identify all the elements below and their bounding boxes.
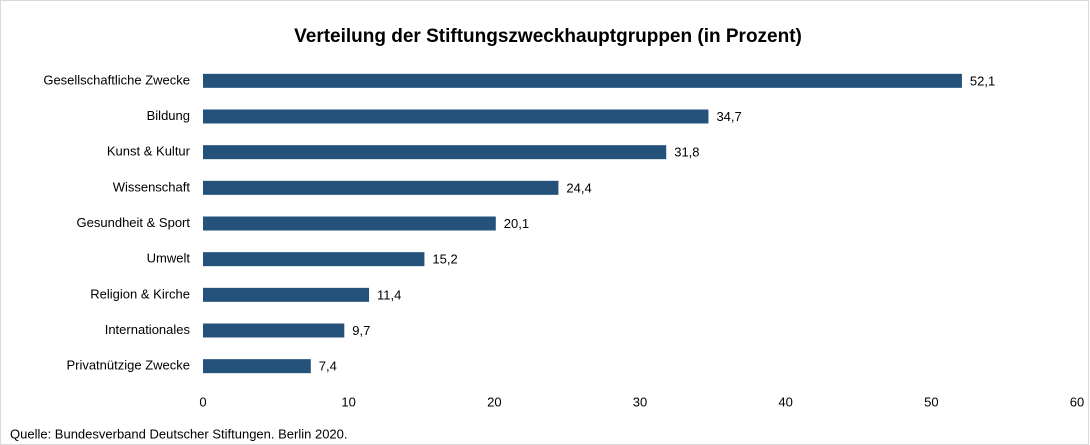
x-tick-label: 10	[341, 394, 355, 409]
value-label: 9,7	[352, 323, 370, 338]
y-tick-label: Internationales	[105, 322, 191, 337]
value-label: 7,4	[319, 359, 337, 374]
y-tick-label: Wissenschaft	[113, 179, 191, 194]
value-label: 52,1	[970, 73, 995, 88]
bar	[203, 359, 311, 374]
bar	[203, 287, 370, 302]
y-tick-label: Bildung	[147, 108, 190, 123]
bar	[203, 323, 345, 338]
y-tick-label: Gesellschaftliche Zwecke	[43, 72, 190, 87]
x-tick-label: 20	[487, 394, 501, 409]
x-tick-label: 60	[1070, 394, 1084, 409]
value-label: 15,2	[432, 252, 457, 267]
value-label: 31,8	[674, 145, 699, 160]
x-tick-label: 50	[924, 394, 938, 409]
bar	[203, 216, 496, 231]
source-note: Quelle: Bundesverband Deutscher Stiftung…	[10, 426, 348, 441]
x-tick-label: 30	[633, 394, 647, 409]
y-tick-label: Religion & Kirche	[90, 286, 190, 301]
y-tick-label: Umwelt	[147, 251, 191, 266]
x-tick-label: 40	[778, 394, 792, 409]
y-tick-label: Gesundheit & Sport	[77, 215, 191, 230]
value-label: 11,4	[377, 287, 401, 302]
value-label: 34,7	[716, 109, 741, 124]
bar	[203, 145, 667, 160]
bar	[203, 109, 709, 124]
chart-title: Verteilung der Stiftungszweckhauptgruppe…	[294, 26, 802, 47]
bar	[203, 180, 559, 195]
bar	[203, 252, 425, 267]
y-tick-label: Privatnützige Zwecke	[66, 358, 190, 373]
value-label: 20,1	[504, 216, 529, 231]
bar	[203, 73, 962, 88]
x-tick-label: 0	[199, 394, 206, 409]
value-label: 24,4	[566, 180, 591, 195]
y-tick-label: Kunst & Kultur	[107, 144, 191, 159]
